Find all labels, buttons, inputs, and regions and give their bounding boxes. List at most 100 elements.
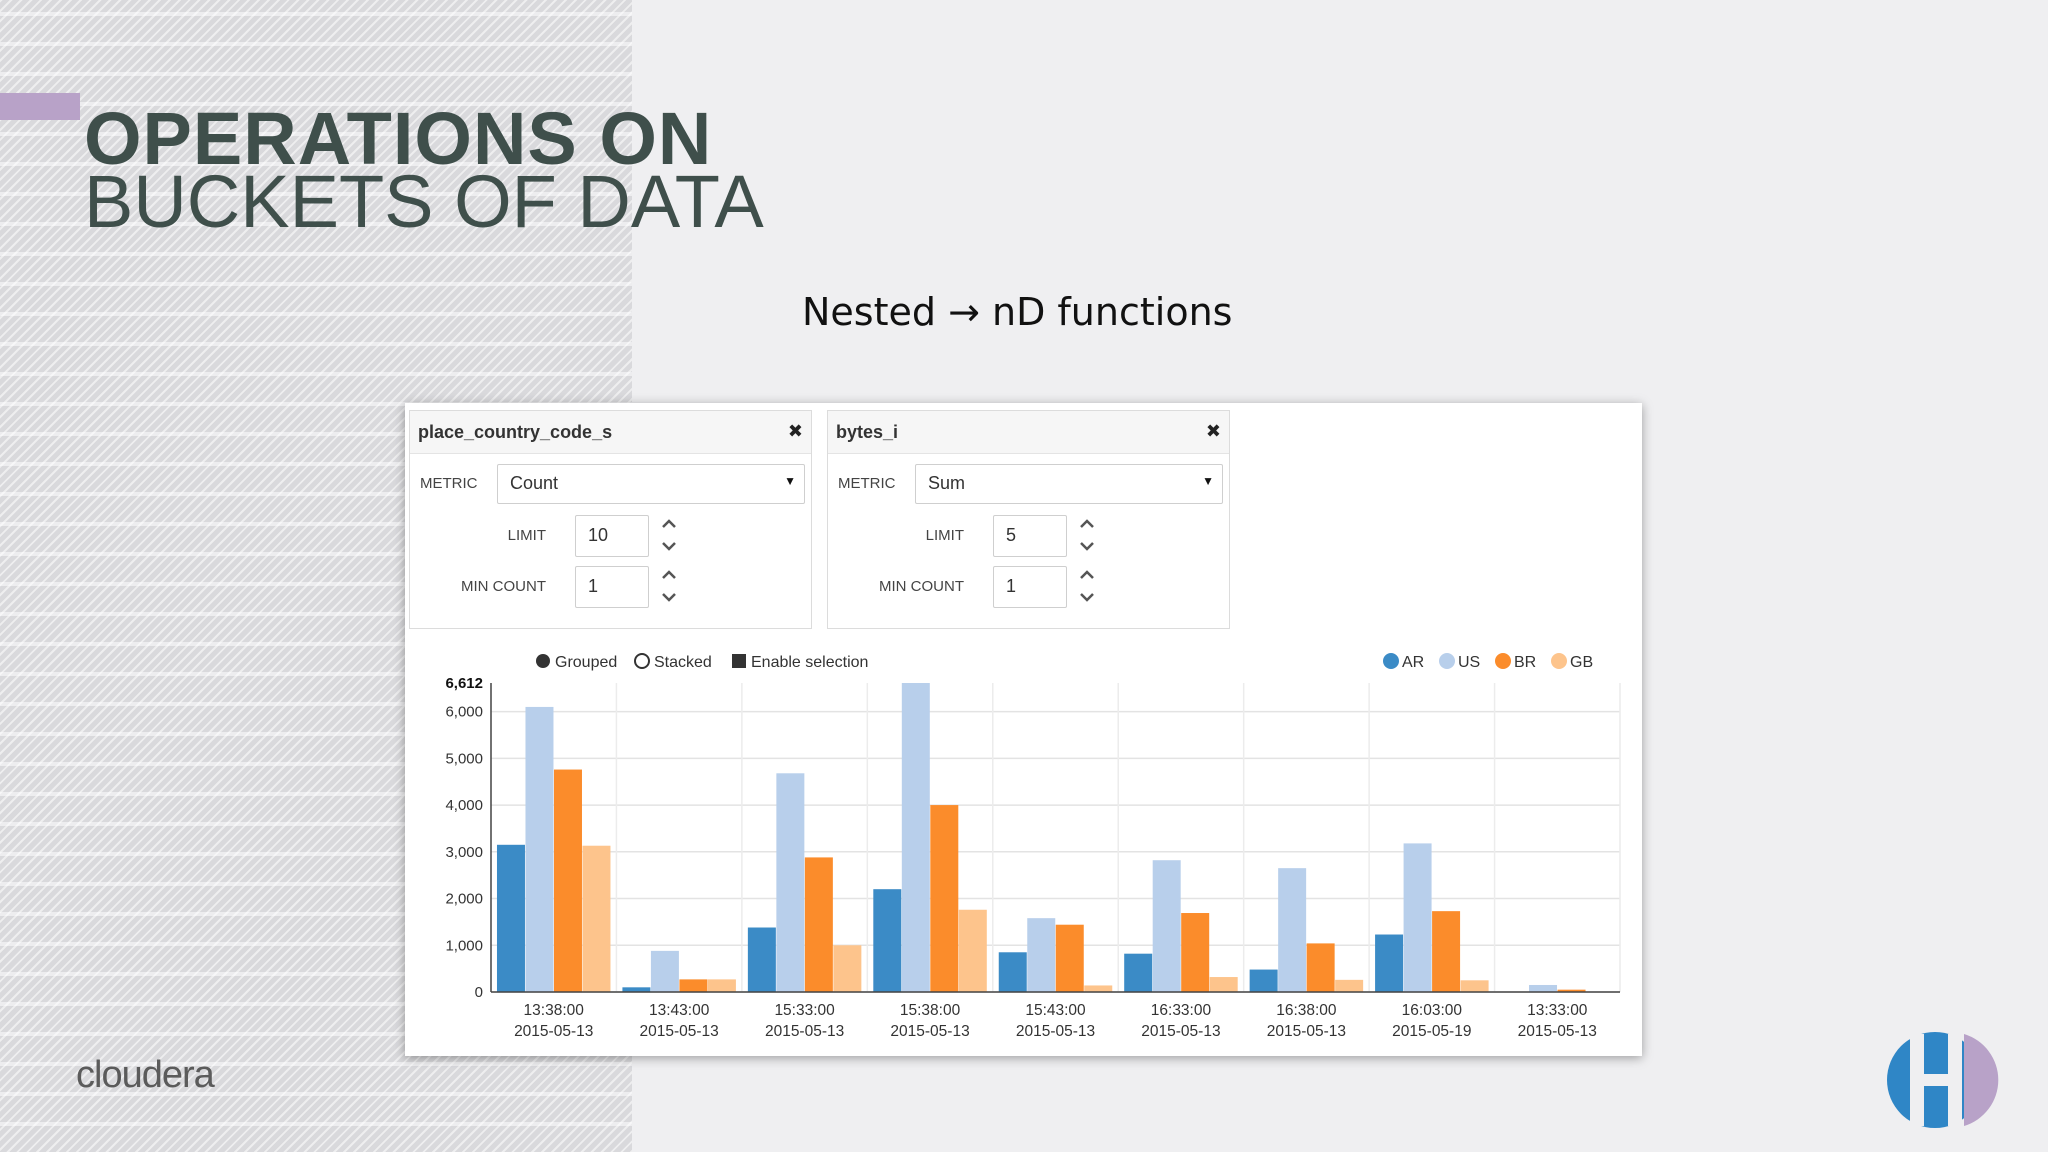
limit-label: LIMIT: [925, 527, 964, 544]
stacked-radio[interactable]: [634, 653, 650, 669]
facet-header: bytes_i ✖: [828, 411, 1229, 454]
bar-ar[interactable]: [1249, 969, 1278, 992]
x-tick-time: 13:38:00: [524, 1002, 585, 1019]
bar-ar[interactable]: [622, 987, 651, 992]
bar-br[interactable]: [1432, 911, 1461, 992]
bar-ar[interactable]: [998, 952, 1027, 992]
chevron-up-icon: [662, 519, 676, 528]
x-tick-time: 15:43:00: [1025, 1002, 1086, 1019]
legend-swatch-us[interactable]: [1439, 653, 1455, 669]
metric-select-value: Count: [510, 473, 559, 493]
bar-ar[interactable]: [1124, 953, 1153, 992]
bar-us[interactable]: [1027, 918, 1056, 992]
grouped-label: Grouped: [555, 654, 617, 671]
min-count-input[interactable]: 1: [575, 566, 649, 608]
limit-stepper[interactable]: [659, 515, 679, 555]
legend-swatch-ar[interactable]: [1383, 653, 1399, 669]
facet-title: place_country_code_s: [418, 422, 613, 442]
x-tick-time: 15:33:00: [774, 1002, 835, 1019]
x-tick-date: 2015-05-13: [640, 1023, 719, 1040]
x-tick-date: 2015-05-13: [1016, 1023, 1095, 1040]
legend-swatch-gb[interactable]: [1551, 653, 1567, 669]
bar-gb[interactable]: [1084, 985, 1113, 992]
x-tick-date: 2015-05-13: [1141, 1023, 1220, 1040]
x-tick-time: 16:03:00: [1402, 1002, 1463, 1019]
close-icon[interactable]: ✖: [787, 421, 803, 441]
y-tick-label: 0: [475, 984, 483, 1001]
bar-ar[interactable]: [873, 889, 902, 992]
bar-br[interactable]: [804, 857, 833, 992]
x-tick-time: 16:38:00: [1276, 1002, 1337, 1019]
y-tick-label: 4,000: [445, 797, 483, 814]
limit-stepper[interactable]: [1077, 515, 1097, 555]
metric-label: METRIC: [838, 475, 896, 492]
caret-down-icon: ▼: [1202, 474, 1214, 488]
legend-swatch-br[interactable]: [1495, 653, 1511, 669]
min-count-stepper[interactable]: [1077, 566, 1097, 606]
legend-label-ar: AR: [1402, 654, 1424, 671]
cloudera-logo: cloudera: [76, 1054, 215, 1096]
bar-us[interactable]: [901, 683, 930, 992]
dashboard-screenshot: place_country_code_s ✖ METRIC Count ▼ LI…: [405, 403, 1642, 1056]
min-count-stepper[interactable]: [659, 566, 679, 606]
x-tick-date: 2015-05-19: [1392, 1023, 1471, 1040]
bar-us[interactable]: [1152, 860, 1181, 992]
bar-br[interactable]: [1557, 989, 1586, 992]
legend-label-br: BR: [1514, 654, 1536, 671]
bar-br[interactable]: [1306, 943, 1335, 992]
chevron-up-icon: [1080, 519, 1094, 528]
bar-br[interactable]: [679, 979, 708, 992]
bar-gb[interactable]: [833, 945, 862, 992]
bar-gb[interactable]: [582, 845, 611, 992]
bar-us[interactable]: [1529, 984, 1558, 992]
bar-br[interactable]: [930, 805, 959, 992]
bar-br[interactable]: [1055, 924, 1084, 992]
bar-gb[interactable]: [1460, 980, 1489, 992]
bar-gb[interactable]: [707, 979, 736, 992]
y-tick-label: 1,000: [445, 937, 483, 954]
chevron-up-icon: [1080, 570, 1094, 579]
metric-select[interactable]: Count ▼: [497, 464, 805, 504]
chevron-down-icon: [1080, 593, 1094, 602]
bar-us[interactable]: [1278, 868, 1307, 992]
min-count-label: MIN COUNT: [461, 578, 546, 595]
bar-us[interactable]: [776, 773, 805, 992]
facet-title: bytes_i: [836, 422, 899, 442]
y-tick-label: 5,000: [445, 750, 483, 767]
x-tick-date: 2015-05-13: [765, 1023, 844, 1040]
bar-gb[interactable]: [1335, 979, 1364, 992]
bar-ar[interactable]: [1375, 934, 1404, 992]
x-tick-time: 13:33:00: [1527, 1002, 1588, 1019]
y-max-label: 6,612: [445, 675, 483, 692]
bar-ar[interactable]: [747, 927, 776, 992]
close-icon[interactable]: ✖: [1205, 421, 1221, 441]
limit-input[interactable]: 10: [575, 515, 649, 557]
legend-label-us: US: [1458, 654, 1480, 671]
caret-down-icon: ▼: [784, 474, 796, 488]
x-tick-date: 2015-05-13: [1267, 1023, 1346, 1040]
legend-label-gb: GB: [1570, 654, 1593, 671]
h-logo-icon: [1887, 1032, 1999, 1128]
bar-us[interactable]: [525, 706, 554, 992]
limit-input[interactable]: 5: [993, 515, 1067, 557]
bar-us[interactable]: [1403, 843, 1432, 992]
x-tick-date: 2015-05-13: [1518, 1023, 1597, 1040]
bar-gb[interactable]: [958, 909, 987, 992]
y-tick-label: 6,000: [445, 704, 483, 721]
bar-chart: Grouped Stacked Enable selection AR US BR GB 0 1…: [445, 653, 1621, 1040]
x-tick-date: 2015-05-13: [514, 1023, 593, 1040]
bar-br[interactable]: [553, 769, 582, 992]
slide-title-line2: BUCKETS OF DATA: [84, 160, 764, 243]
bar-ar[interactable]: [496, 844, 525, 992]
grouped-radio[interactable]: [536, 654, 550, 668]
facet-header: place_country_code_s ✖: [410, 411, 811, 454]
bar-us[interactable]: [650, 950, 679, 992]
metric-select[interactable]: Sum ▼: [915, 464, 1223, 504]
min-count-input[interactable]: 1: [993, 566, 1067, 608]
y-tick-label: 2,000: [445, 891, 483, 908]
x-tick-time: 15:38:00: [900, 1002, 961, 1019]
bar-gb[interactable]: [1209, 977, 1238, 992]
bar-br[interactable]: [1181, 913, 1210, 992]
enable-selection-checkbox[interactable]: [732, 654, 746, 668]
x-tick-date: 2015-05-13: [890, 1023, 969, 1040]
